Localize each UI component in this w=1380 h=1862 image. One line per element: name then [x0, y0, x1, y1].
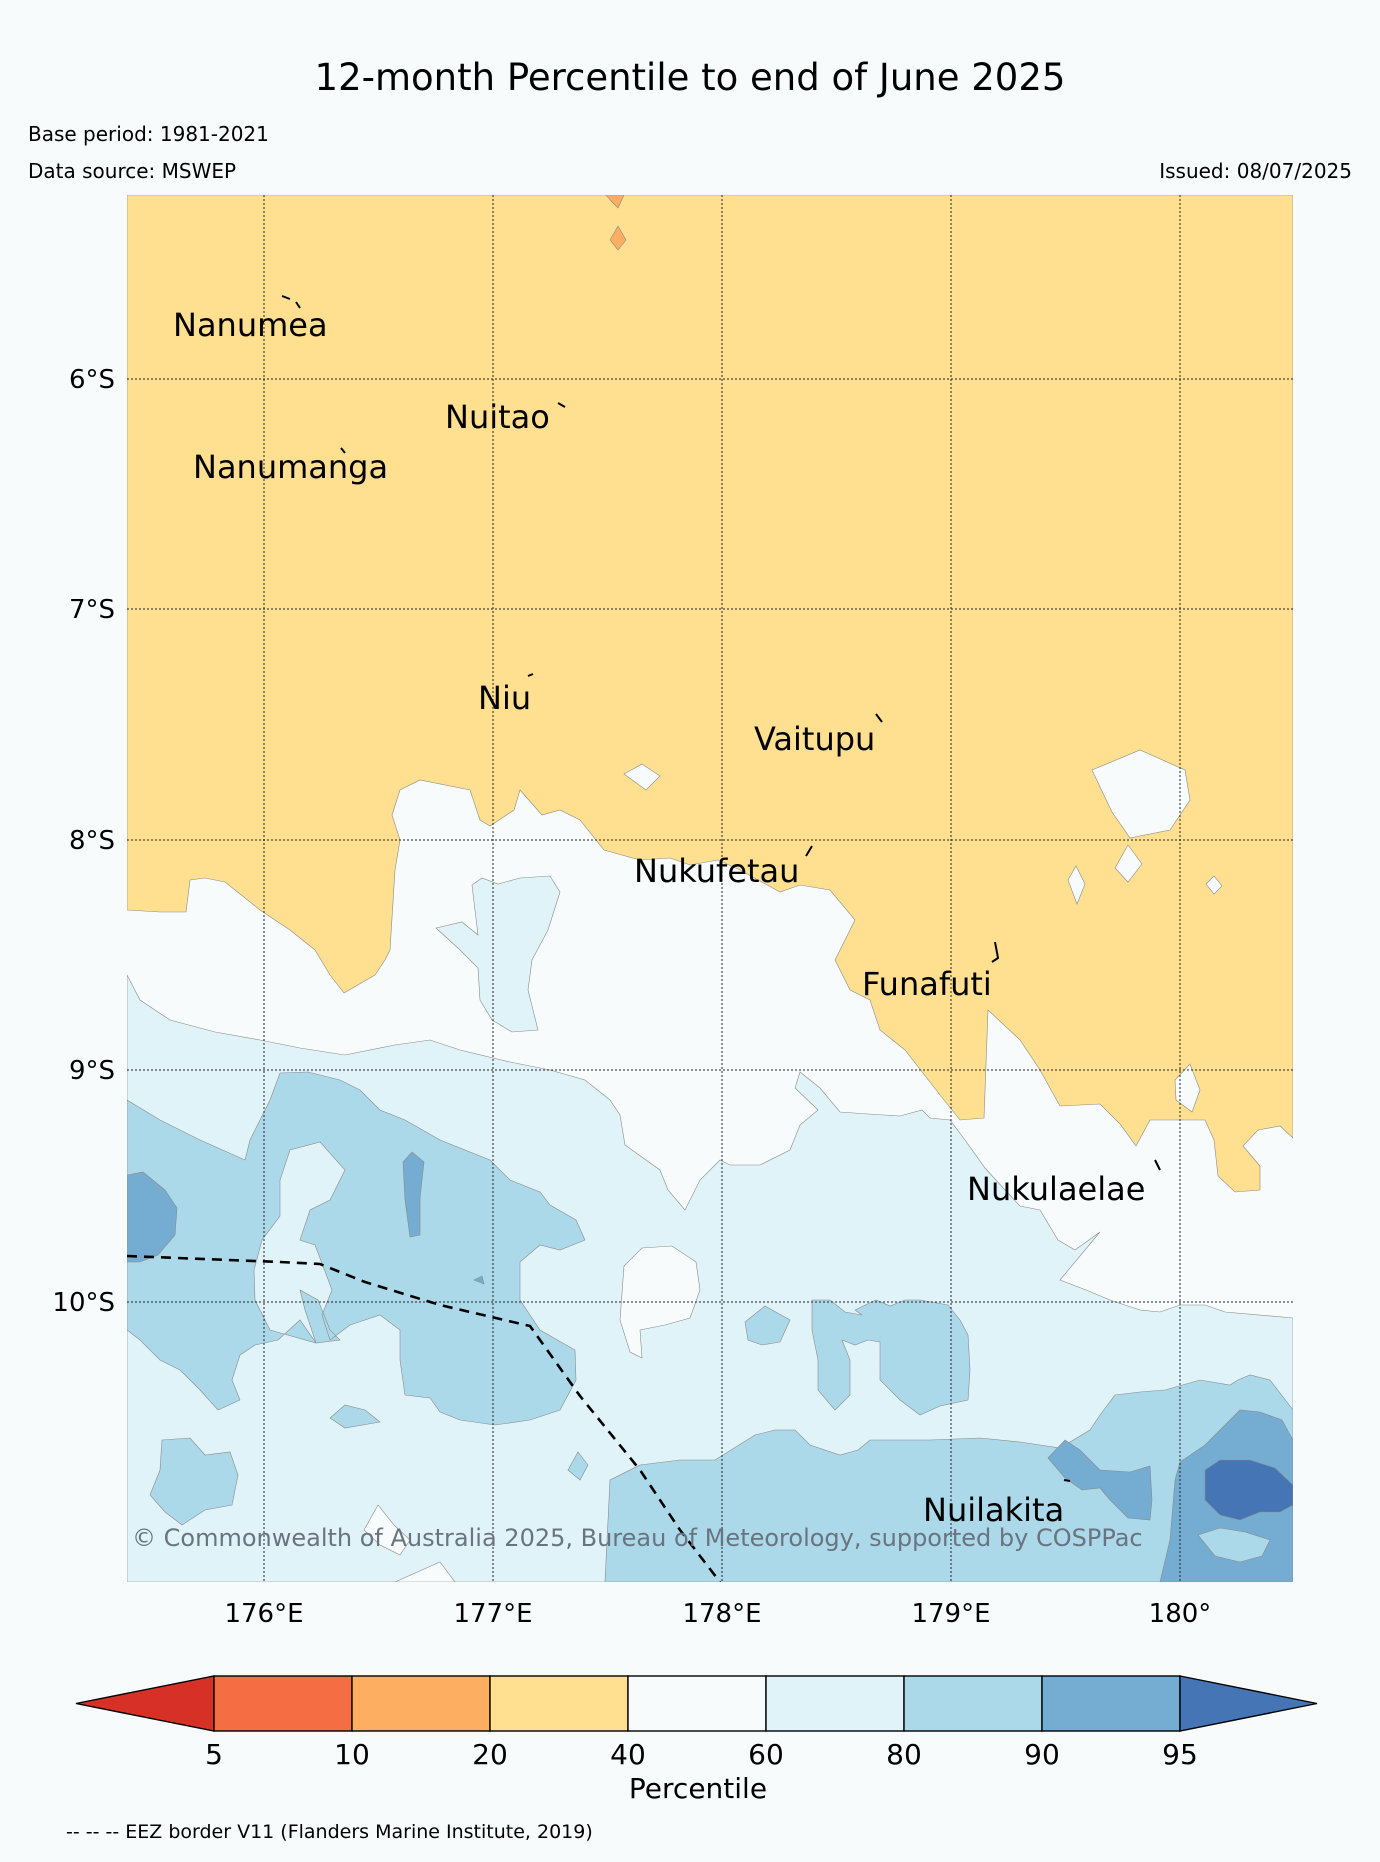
region-10-20	[605, 195, 627, 251]
colorbar-segment	[489, 1675, 629, 1732]
region-20-40	[127, 195, 1293, 1193]
lat-label: 10°S	[52, 1288, 115, 1318]
graticule	[127, 195, 1293, 1582]
lon-label: 177°E	[453, 1599, 532, 1629]
region-90-95	[127, 1151, 1293, 1582]
region-60-80	[435, 875, 561, 1033]
issued-date: Issued: 08/07/2025	[1159, 159, 1352, 183]
colorbar: 5 10 20 40 60 80 90 95 Percentile	[75, 1675, 1318, 1805]
region-80-90	[1197, 1527, 1271, 1563]
map-title: 12-month Percentile to end of June 2025	[314, 56, 1066, 99]
island-label-nukulaelae: Nukulaelae	[967, 1170, 1145, 1208]
region-40-60	[363, 1504, 456, 1582]
colorbar-segment	[765, 1675, 905, 1732]
copyright-text: © Commonwealth of Australia 2025, Bureau…	[132, 1524, 1143, 1552]
data-source: Data source: MSWEP	[28, 159, 237, 183]
colorbar-tick-label: 60	[748, 1738, 784, 1771]
island-label-nukufetau: Nukufetau	[634, 852, 799, 890]
island-label-funafuti: Funafuti	[862, 965, 992, 1003]
island-label-nanumea: Nanumea	[173, 306, 328, 344]
eez-footnote: -- -- -- EEZ border V11 (Flanders Marine…	[66, 1821, 593, 1843]
colorbar-segment	[213, 1675, 353, 1732]
lat-label: 6°S	[69, 365, 115, 395]
colorbar-tick-label: 40	[610, 1738, 646, 1771]
lat-label: 9°S	[69, 1056, 115, 1086]
base-period: Base period: 1981-2021	[28, 122, 269, 146]
colorbar-segment	[903, 1675, 1043, 1732]
island-label-nanumanga: Nanumanga	[193, 448, 388, 486]
colorbar-tick-label: 20	[472, 1738, 508, 1771]
colorbar-extend-low	[75, 1675, 215, 1732]
lon-label: 176°E	[224, 1599, 303, 1629]
eez-border-line	[127, 1254, 722, 1582]
colorbar-tick-label: 80	[886, 1738, 922, 1771]
region-60-80	[127, 974, 1293, 1582]
region-above-95	[1204, 1459, 1293, 1521]
colorbar-segment	[1041, 1675, 1181, 1732]
island-label-niu: Niu	[478, 679, 531, 717]
island-label-nuitao: Nuitao	[445, 398, 550, 436]
island-shapes	[281, 295, 1161, 1482]
colorbar-tick-label: 95	[1162, 1738, 1198, 1771]
colorbar-tick-label: 5	[205, 1738, 223, 1771]
lat-label: 7°S	[69, 595, 115, 625]
colorbar-tick-label: 90	[1024, 1738, 1060, 1771]
lat-label: 8°S	[69, 826, 115, 856]
colorbar-segment	[351, 1675, 491, 1732]
lon-label: 178°E	[682, 1599, 761, 1629]
colorbar-extend-high	[1179, 1675, 1318, 1732]
island-label-nuilakita: Nuilakita	[923, 1491, 1064, 1529]
colorbar-tick-label: 10	[334, 1738, 370, 1771]
percentile-regions: © Commonwealth of Australia 2025, Bureau…	[127, 195, 1293, 1582]
colorbar-label: Percentile	[629, 1772, 767, 1805]
colorbar-segment	[627, 1675, 767, 1732]
island-label-vaitupu: Vaitupu	[754, 720, 875, 758]
lon-label: 180°	[1149, 1599, 1212, 1629]
lon-label: 179°E	[911, 1599, 990, 1629]
